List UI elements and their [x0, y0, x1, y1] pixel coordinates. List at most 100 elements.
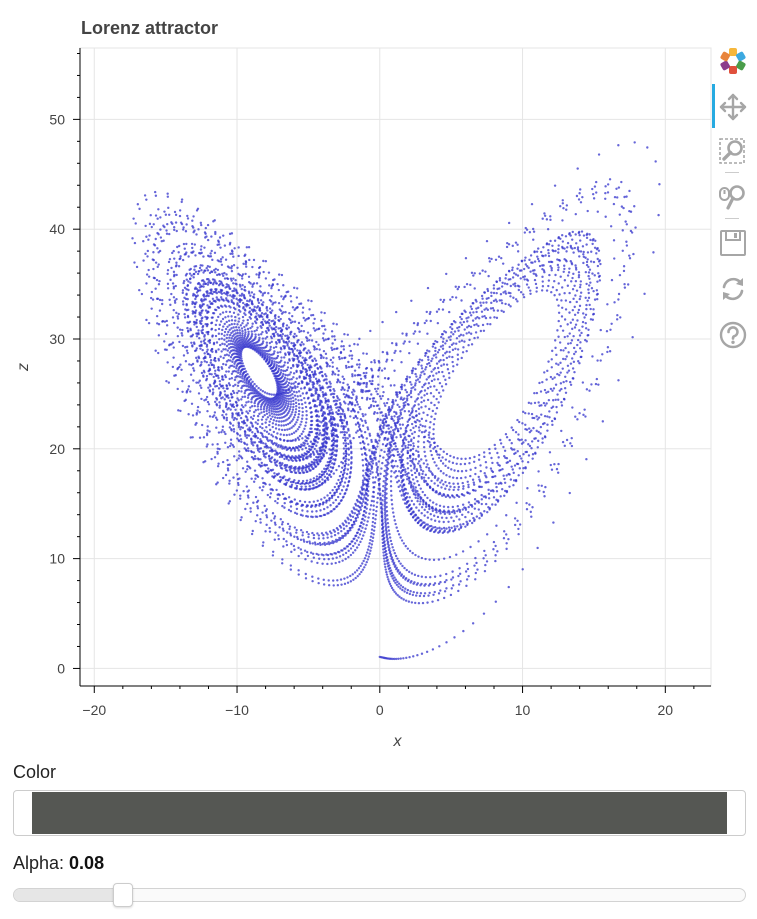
data-point	[265, 305, 269, 309]
data-point	[394, 581, 397, 584]
data-point	[225, 353, 229, 356]
data-point	[412, 332, 415, 335]
data-point	[262, 410, 266, 413]
data-point	[353, 404, 357, 407]
data-point	[214, 400, 217, 404]
data-point	[424, 365, 428, 369]
data-point	[336, 579, 339, 582]
data-point	[505, 436, 509, 439]
data-point	[362, 474, 365, 477]
data-point	[561, 202, 565, 205]
data-point	[402, 439, 405, 442]
data-point	[316, 382, 319, 385]
data-point	[426, 362, 429, 366]
data-point	[199, 221, 203, 225]
data-point	[491, 461, 494, 465]
data-point	[345, 447, 348, 450]
data-point	[170, 292, 173, 296]
data-point	[568, 311, 571, 314]
data-point	[502, 445, 505, 449]
data-point	[313, 442, 316, 445]
data-point	[266, 354, 269, 358]
data-point	[167, 381, 171, 384]
data-point	[416, 497, 420, 500]
data-point	[268, 404, 272, 408]
data-point	[225, 336, 228, 340]
data-point	[148, 222, 152, 226]
data-point	[322, 448, 325, 451]
data-point	[236, 391, 239, 395]
data-point	[412, 492, 416, 496]
data-point	[633, 141, 636, 144]
data-point	[283, 364, 286, 367]
data-point	[352, 520, 356, 524]
data-point	[217, 376, 220, 380]
data-point	[344, 467, 347, 470]
data-point	[524, 439, 527, 442]
data-point	[344, 462, 348, 466]
data-point	[332, 437, 335, 440]
data-point	[247, 383, 250, 386]
data-point	[171, 282, 175, 285]
data-point	[572, 334, 575, 338]
data-point	[559, 275, 562, 278]
data-point	[251, 387, 255, 390]
data-point	[297, 573, 300, 576]
data-point	[309, 334, 312, 337]
data-point	[596, 257, 599, 261]
data-point	[198, 379, 201, 382]
data-point	[277, 365, 281, 368]
data-point	[426, 463, 429, 466]
data-point	[270, 359, 274, 362]
data-point	[541, 441, 544, 444]
data-point	[220, 332, 223, 336]
data-point	[292, 353, 296, 356]
data-point	[556, 372, 559, 376]
data-point	[288, 427, 291, 431]
data-point	[322, 578, 325, 582]
data-point	[310, 415, 314, 418]
data-point	[236, 266, 239, 269]
data-point	[383, 560, 386, 563]
data-point	[228, 333, 232, 337]
data-point	[200, 322, 203, 326]
data-point	[555, 298, 559, 301]
data-point	[268, 408, 271, 412]
data-point	[219, 320, 223, 323]
data-point	[190, 274, 193, 277]
data-point	[555, 362, 558, 365]
data-point	[555, 353, 558, 357]
data-point	[423, 425, 427, 428]
data-point	[305, 372, 309, 376]
data-point	[236, 303, 239, 306]
data-point	[236, 412, 240, 416]
data-point	[362, 371, 366, 375]
data-point	[416, 378, 420, 381]
data-point	[589, 260, 593, 263]
data-point	[557, 244, 560, 247]
data-point	[274, 345, 278, 349]
data-point	[206, 348, 209, 351]
data-point	[365, 385, 368, 389]
data-point	[557, 335, 560, 338]
data-point	[315, 435, 318, 438]
data-point	[312, 477, 316, 480]
data-point	[147, 238, 150, 241]
data-point	[246, 396, 250, 400]
data-point	[275, 419, 278, 423]
data-point	[385, 530, 388, 533]
data-point	[567, 271, 571, 274]
data-point	[325, 501, 328, 504]
data-point	[404, 578, 407, 581]
data-point	[256, 405, 260, 408]
data-point	[279, 445, 282, 449]
data-point	[260, 346, 263, 350]
data-point	[248, 428, 251, 431]
data-point	[445, 516, 448, 520]
data-point	[370, 440, 373, 444]
data-point	[368, 542, 371, 545]
data-point	[553, 376, 556, 379]
data-point	[490, 456, 493, 460]
data-point	[617, 379, 620, 382]
